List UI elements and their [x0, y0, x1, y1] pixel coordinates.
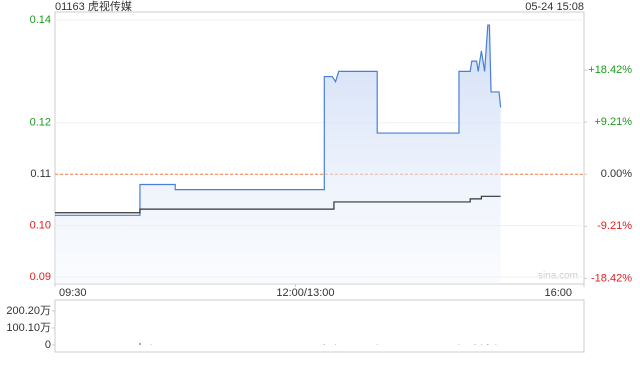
- y-tick-label: 0.09: [30, 271, 51, 283]
- watermark: sina.com: [538, 271, 578, 282]
- volume-bar: [474, 344, 475, 345]
- timestamp: 05-24 15:08: [525, 1, 584, 13]
- volume-bar: [487, 344, 488, 345]
- y2-tick-label: +9.21%: [594, 116, 632, 128]
- y-tick-label: 0.14: [30, 14, 51, 26]
- y2-tick-label: 0.00%: [601, 168, 632, 180]
- y2-tick-label: -9.21%: [597, 220, 632, 232]
- y-tick-label: 0.12: [30, 117, 51, 129]
- y-tick-label: 0.11: [30, 168, 51, 180]
- y-tick-label: 100.10万: [6, 322, 51, 334]
- x-tick-label: 09:30: [59, 287, 87, 299]
- area-fill: [55, 25, 501, 284]
- title: 01163 虎视传媒: [55, 0, 132, 13]
- volume-bar: [324, 344, 325, 345]
- volume-bar: [139, 343, 140, 345]
- y-tick-label: 0.10: [30, 220, 51, 232]
- y2-tick-label: -18.42%: [591, 272, 632, 284]
- y-tick-label: 200.20万: [6, 305, 51, 317]
- x-tick-label: 12:00/13:00: [276, 287, 334, 299]
- x-tick-label: 16:00: [544, 287, 572, 299]
- y-tick-label: 0: [45, 339, 51, 351]
- volume-frame: [55, 300, 584, 352]
- y2-tick-label: +18.42%: [588, 64, 632, 76]
